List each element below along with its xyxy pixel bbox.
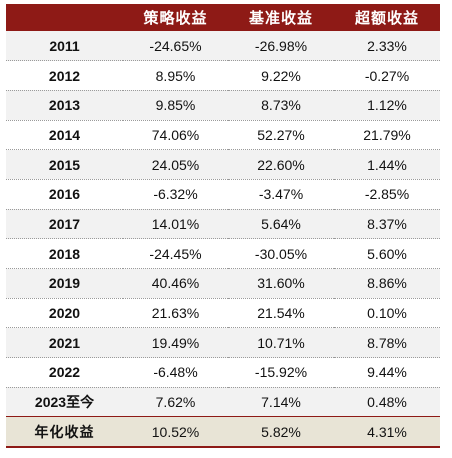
row-year: 2019 [6, 268, 123, 299]
table-row: 2023至今 7.62% 7.14% 0.48% [6, 387, 440, 418]
row-strategy-return: 9.85% [123, 90, 228, 121]
table-row: 2021 19.49% 10.71% 8.78% [6, 327, 440, 359]
header-strategy-return: 策略收益 [123, 4, 228, 31]
row-year: 2012 [6, 60, 123, 91]
header-year [6, 4, 123, 31]
row-year: 2016 [6, 179, 123, 210]
row-benchmark-return: 8.73% [228, 90, 334, 121]
row-strategy-return: -6.32% [123, 179, 228, 210]
row-year: 2023至今 [6, 387, 123, 418]
row-year: 2013 [6, 90, 123, 121]
row-excess-return: 1.44% [334, 149, 440, 180]
table-row: 2019 40.46% 31.60% 8.86% [6, 268, 440, 299]
row-strategy-return: 21.63% [123, 298, 228, 329]
row-strategy-return: 24.05% [123, 149, 228, 180]
row-benchmark-return: 21.54% [228, 298, 334, 329]
row-strategy-return: 19.49% [123, 327, 228, 359]
row-benchmark-return: 31.60% [228, 268, 334, 299]
row-benchmark-return: 22.60% [228, 149, 334, 180]
row-year: 2022 [6, 357, 123, 388]
row-strategy-return: -24.45% [123, 238, 228, 269]
annualized-benchmark: 5.82% [228, 416, 334, 448]
header-benchmark-return: 基准收益 [228, 4, 334, 31]
header-row: 策略收益 基准收益 超额收益 [6, 4, 440, 31]
row-excess-return: 21.79% [334, 120, 440, 151]
row-strategy-return: 74.06% [123, 120, 228, 151]
row-strategy-return: 40.46% [123, 268, 228, 299]
annualized-excess: 4.31% [334, 416, 440, 448]
table-row: 2012 8.95% 9.22% -0.27% [6, 60, 440, 91]
row-strategy-return: 7.62% [123, 387, 228, 418]
row-year: 2021 [6, 327, 123, 359]
table-row: 2022 -6.48% -15.92% 9.44% [6, 357, 440, 388]
row-strategy-return: 8.95% [123, 60, 228, 91]
row-excess-return: -2.85% [334, 179, 440, 210]
row-benchmark-return: 9.22% [228, 60, 334, 91]
table-body: 2011 -24.65% -26.98% 2.33% 2012 8.95% 9.22% -0.… [6, 31, 440, 418]
row-year: 2017 [6, 209, 123, 240]
row-excess-return: 2.33% [334, 31, 440, 62]
row-benchmark-return: -30.05% [228, 238, 334, 269]
header-excess-return: 超额收益 [334, 4, 440, 31]
row-benchmark-return: 52.27% [228, 120, 334, 151]
row-excess-return: -0.27% [334, 60, 440, 91]
table-row: 2017 14.01% 5.64% 8.37% [6, 209, 440, 240]
table-row: 2014 74.06% 52.27% 21.79% [6, 120, 440, 151]
row-benchmark-return: -15.92% [228, 357, 334, 388]
table-row: 2016 -6.32% -3.47% -2.85% [6, 179, 440, 210]
performance-table: 策略收益 基准收益 超额收益 2011 -24.65% -26.98% 2.33% 20… [6, 4, 440, 448]
row-strategy-return: -24.65% [123, 31, 228, 62]
row-year: 2011 [6, 31, 123, 62]
table-footer: 年化收益 10.52% 5.82% 4.31% [6, 416, 440, 448]
row-year: 2015 [6, 149, 123, 180]
row-year: 2018 [6, 238, 123, 269]
row-excess-return: 9.44% [334, 357, 440, 388]
table-row: 2018 -24.45% -30.05% 5.60% [6, 238, 440, 269]
table-row: 2011 -24.65% -26.98% 2.33% [6, 31, 440, 62]
annualized-label: 年化收益 [6, 416, 123, 448]
row-excess-return: 0.48% [334, 387, 440, 418]
row-excess-return: 5.60% [334, 238, 440, 269]
row-strategy-return: 14.01% [123, 209, 228, 240]
row-benchmark-return: -3.47% [228, 179, 334, 210]
annualized-strategy: 10.52% [123, 416, 228, 448]
row-year: 2020 [6, 298, 123, 329]
annualized-row: 年化收益 10.52% 5.82% 4.31% [6, 416, 440, 448]
row-benchmark-return: 7.14% [228, 387, 334, 418]
table-row: 2020 21.63% 21.54% 0.10% [6, 298, 440, 329]
table-row: 2015 24.05% 22.60% 1.44% [6, 149, 440, 180]
row-excess-return: 1.12% [334, 90, 440, 121]
table-row: 2013 9.85% 8.73% 1.12% [6, 90, 440, 121]
row-excess-return: 8.78% [334, 327, 440, 359]
row-benchmark-return: 5.64% [228, 209, 334, 240]
row-strategy-return: -6.48% [123, 357, 228, 388]
row-benchmark-return: -26.98% [228, 31, 334, 62]
table-header: 策略收益 基准收益 超额收益 [6, 4, 440, 31]
row-excess-return: 0.10% [334, 298, 440, 329]
row-year: 2014 [6, 120, 123, 151]
row-excess-return: 8.86% [334, 268, 440, 299]
row-benchmark-return: 10.71% [228, 327, 334, 359]
row-excess-return: 8.37% [334, 209, 440, 240]
